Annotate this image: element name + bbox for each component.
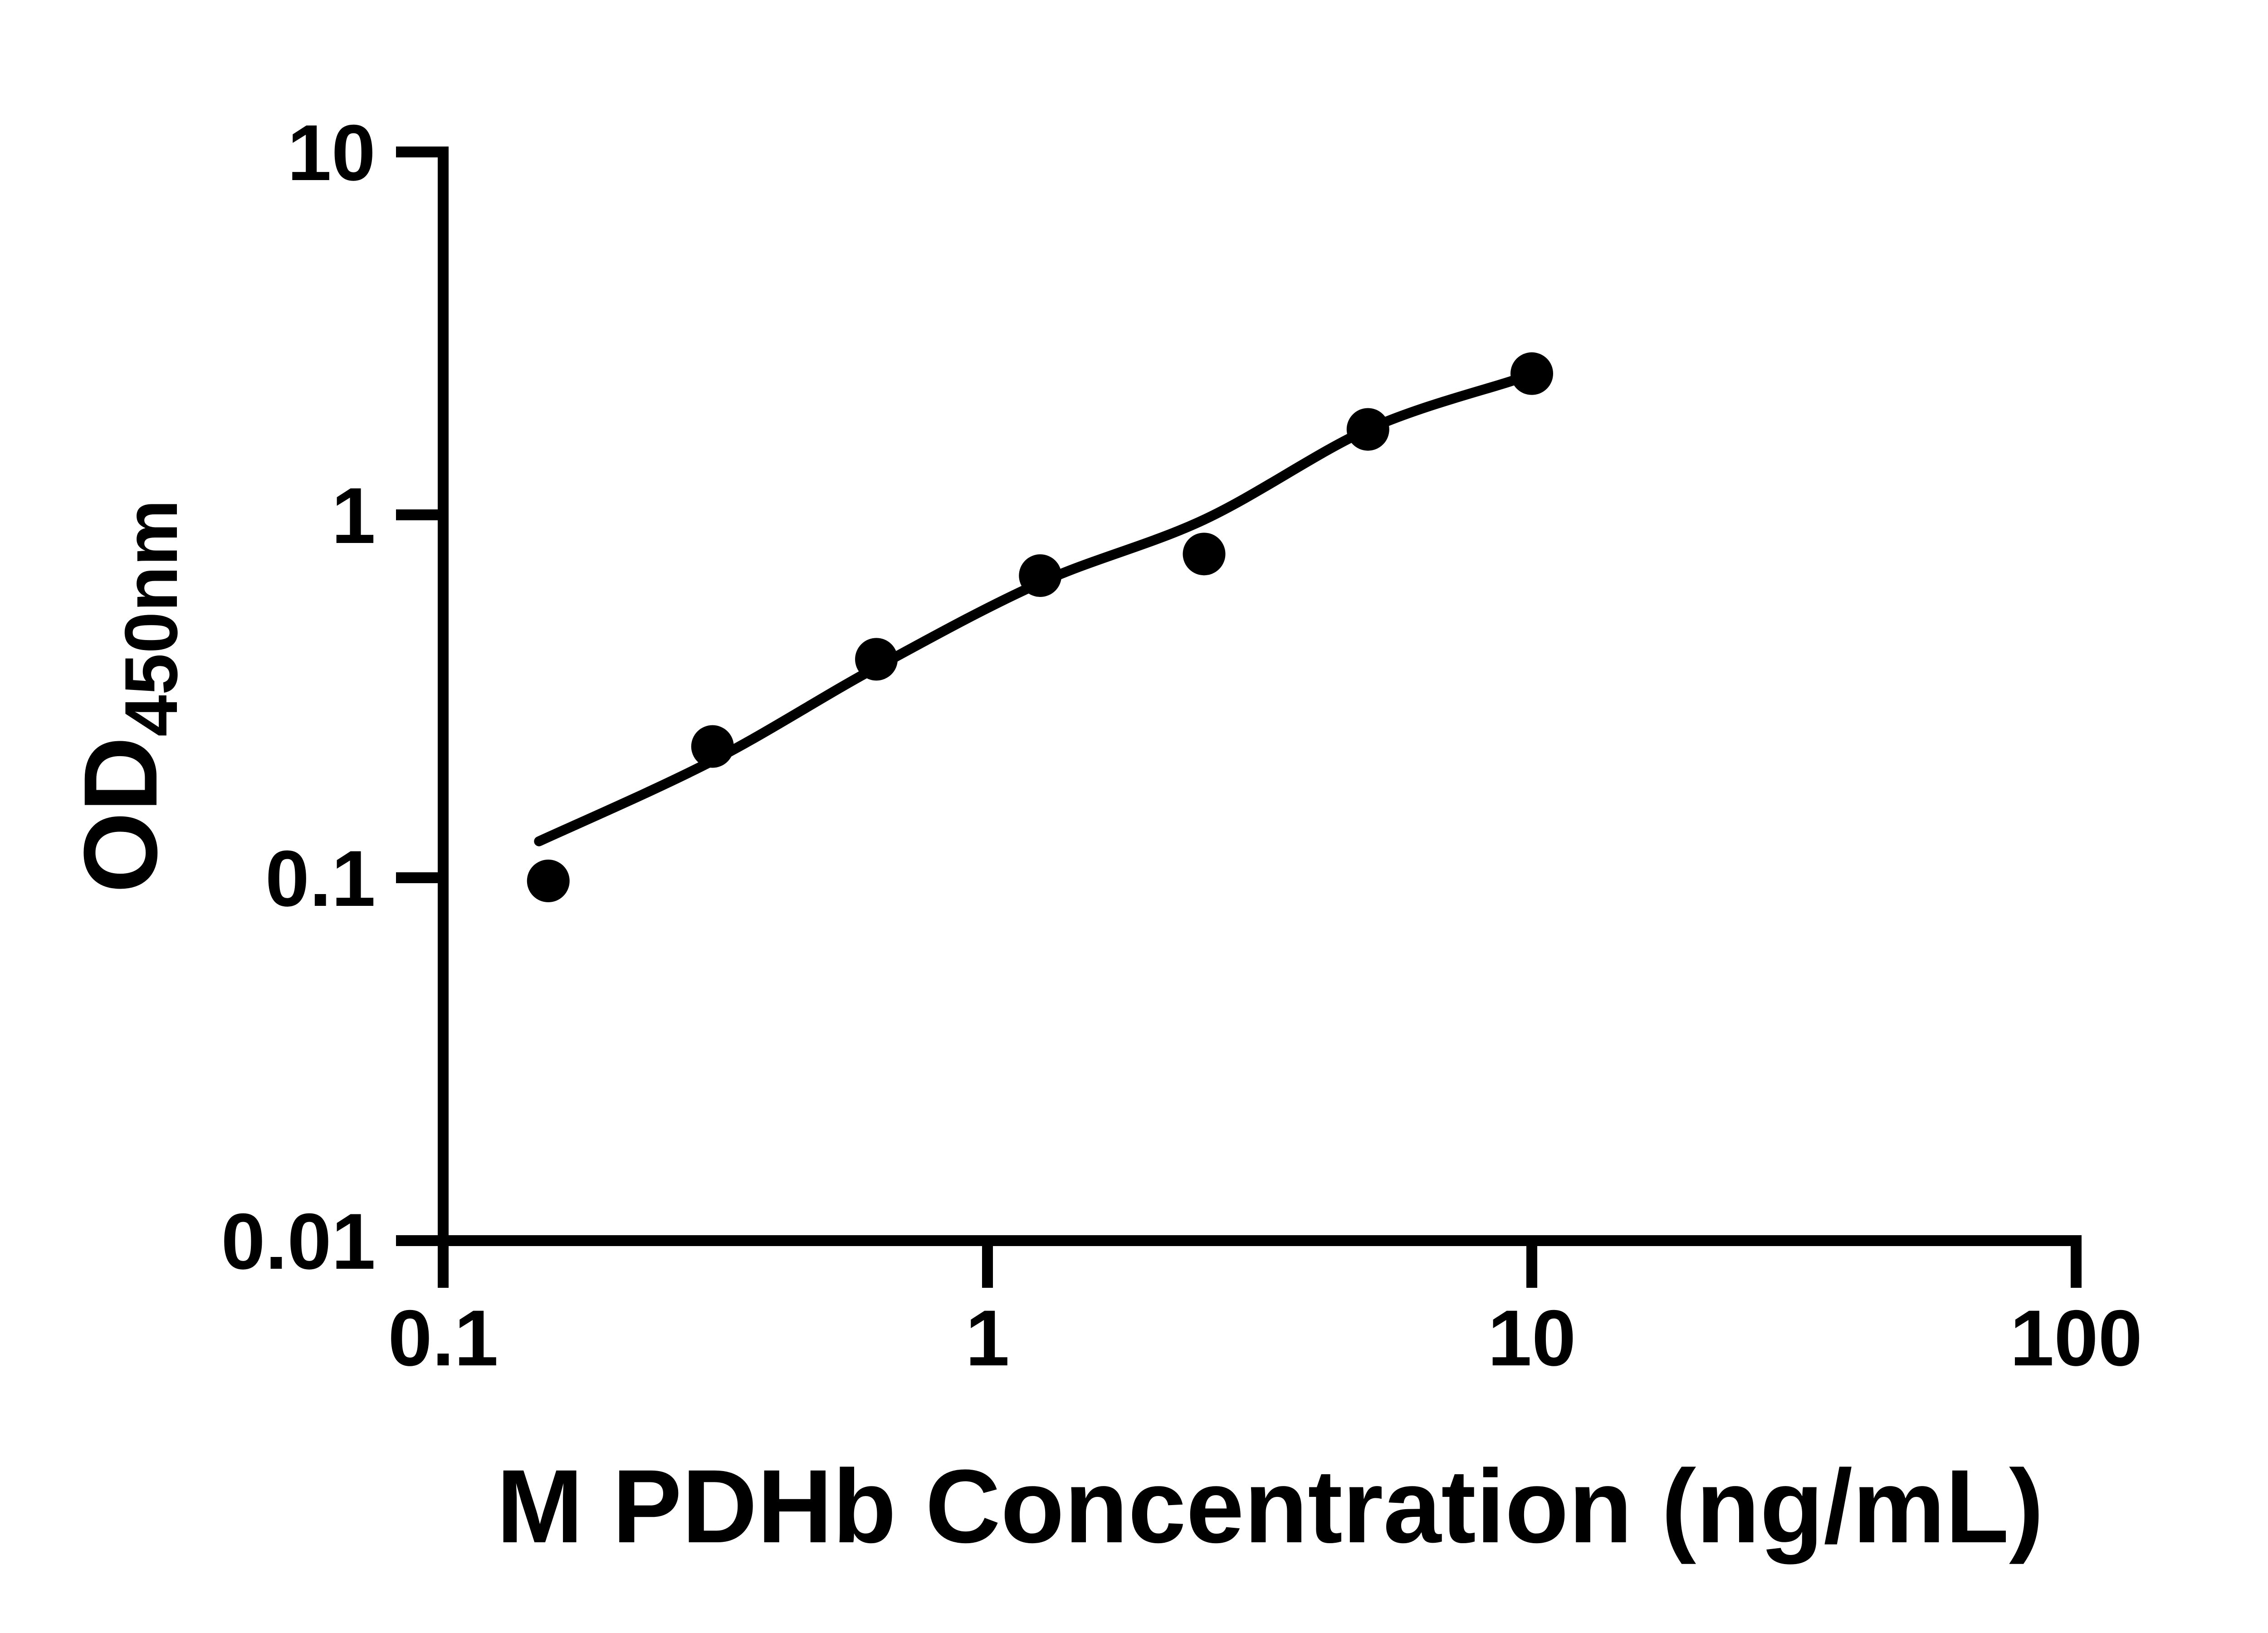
x-tick-label: 0.1 xyxy=(388,1294,498,1383)
x-axis-title: M PDHb Concentration (ng/mL) xyxy=(496,1448,2043,1565)
data-point xyxy=(527,860,570,903)
x-tick-label: 10 xyxy=(1488,1294,1576,1383)
data-point xyxy=(1346,408,1389,451)
y-tick-label: 0.01 xyxy=(221,1198,376,1286)
y-axis-title-main: OD xyxy=(62,737,179,893)
data-point xyxy=(1183,533,1226,576)
y-axis-title-subscript: 450nm xyxy=(109,499,193,737)
axes xyxy=(396,147,2082,1288)
data-point xyxy=(1510,352,1553,395)
data-point xyxy=(1019,554,1062,597)
plot-area xyxy=(527,352,1553,903)
y-axis-title: OD450nm xyxy=(62,499,193,893)
y-tick-label: 1 xyxy=(332,472,376,560)
data-point xyxy=(855,638,898,681)
y-tick-label: 10 xyxy=(287,109,376,197)
x-tick-label: 100 xyxy=(2010,1294,2142,1383)
data-point xyxy=(691,725,734,768)
x-tick-label: 1 xyxy=(965,1294,1009,1383)
y-tick-label: 0.1 xyxy=(265,835,376,923)
